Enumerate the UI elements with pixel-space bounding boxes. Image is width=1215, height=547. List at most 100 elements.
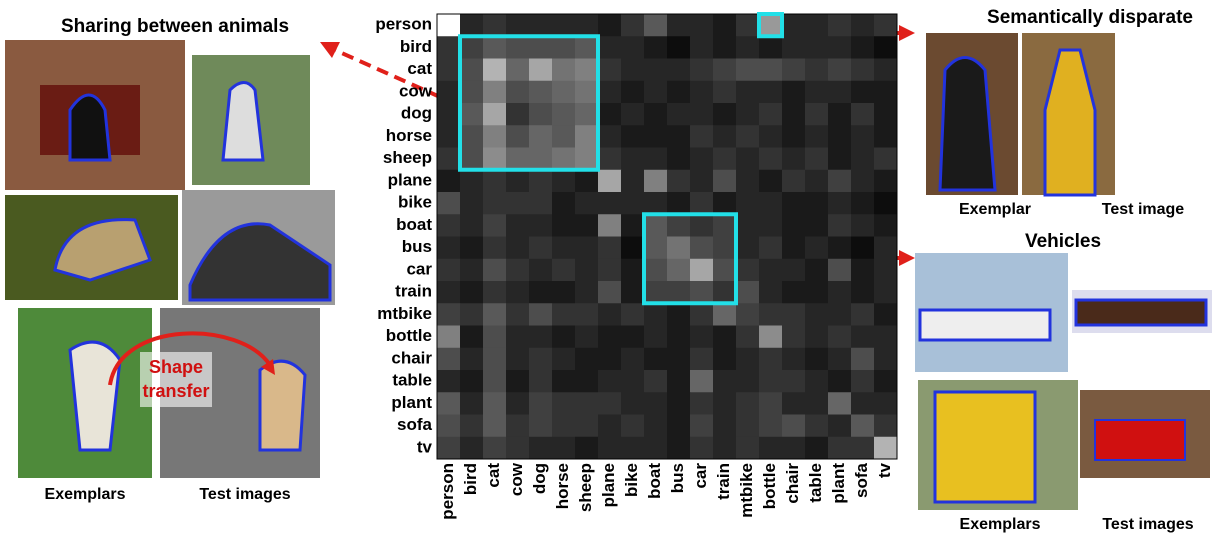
cell	[828, 36, 851, 59]
cell	[667, 81, 690, 104]
cell	[713, 170, 736, 193]
cell	[713, 348, 736, 371]
cell	[874, 103, 897, 126]
cell	[552, 14, 575, 37]
cell	[805, 103, 828, 126]
cell	[575, 36, 598, 59]
cell	[874, 415, 897, 438]
cell	[713, 36, 736, 59]
cell	[736, 259, 759, 282]
cell	[621, 370, 644, 393]
cell	[529, 36, 552, 59]
cell	[759, 392, 782, 415]
cell	[644, 59, 667, 82]
cell	[667, 170, 690, 193]
cell	[851, 415, 874, 438]
cell	[736, 36, 759, 59]
cell	[644, 437, 667, 460]
cell	[437, 59, 460, 82]
cell	[529, 214, 552, 237]
cell	[437, 14, 460, 37]
column-label: sofa	[852, 462, 871, 498]
cell	[529, 392, 552, 415]
cell	[598, 326, 621, 349]
cell	[529, 437, 552, 460]
cell	[782, 192, 805, 215]
cell	[828, 148, 851, 171]
cell	[552, 103, 575, 126]
cell	[529, 103, 552, 126]
title: Sharing between animals	[61, 16, 289, 37]
cell	[621, 192, 644, 215]
cell	[851, 170, 874, 193]
cell	[851, 14, 874, 37]
cell	[506, 81, 529, 104]
cell	[736, 326, 759, 349]
row-label: car	[406, 259, 432, 278]
cell	[782, 392, 805, 415]
cell	[506, 125, 529, 148]
cell	[552, 326, 575, 349]
figure: Sharing between animals Shape transfer E…	[0, 0, 1215, 542]
row-label: table	[392, 371, 432, 390]
cell	[713, 303, 736, 326]
row-label: bird	[400, 37, 432, 56]
cell	[828, 281, 851, 304]
cell	[437, 36, 460, 59]
cell	[529, 170, 552, 193]
cell	[644, 237, 667, 260]
cell	[575, 148, 598, 171]
cell	[759, 81, 782, 104]
cell	[736, 437, 759, 460]
outline	[940, 58, 995, 191]
cell	[483, 415, 506, 438]
cell	[805, 392, 828, 415]
cell	[506, 14, 529, 37]
cell	[598, 14, 621, 37]
cell	[598, 415, 621, 438]
cell	[460, 103, 483, 126]
cell	[552, 237, 575, 260]
cell	[667, 36, 690, 59]
cell	[667, 281, 690, 304]
cell	[621, 81, 644, 104]
cell	[575, 192, 598, 215]
cell	[483, 326, 506, 349]
cell	[667, 370, 690, 393]
cell	[621, 36, 644, 59]
cell	[621, 259, 644, 282]
column-label: tv	[875, 462, 894, 478]
cell	[460, 281, 483, 304]
arrowhead	[320, 42, 340, 58]
cell	[828, 81, 851, 104]
row-label: chair	[391, 348, 432, 367]
cell	[460, 192, 483, 215]
cell	[575, 81, 598, 104]
cell	[759, 437, 782, 460]
caption: Exemplars	[45, 486, 126, 503]
cell	[690, 125, 713, 148]
cell	[437, 125, 460, 148]
cell	[782, 103, 805, 126]
cell	[851, 348, 874, 371]
cell	[690, 415, 713, 438]
column-label: person	[438, 463, 457, 520]
cell	[667, 192, 690, 215]
cell	[598, 392, 621, 415]
cell	[805, 148, 828, 171]
heatmap: personbirdcatcowdoghorsesheepplanebikebo…	[375, 14, 897, 520]
cell	[552, 437, 575, 460]
cell	[667, 326, 690, 349]
row-label: plane	[388, 170, 432, 189]
cell	[506, 392, 529, 415]
cell	[782, 281, 805, 304]
cell	[805, 326, 828, 349]
cell	[851, 214, 874, 237]
cell	[713, 192, 736, 215]
row-label: boat	[396, 215, 432, 234]
cell	[483, 148, 506, 171]
column-label: horse	[553, 463, 572, 509]
outline	[70, 342, 120, 450]
cell	[782, 370, 805, 393]
cell	[621, 415, 644, 438]
